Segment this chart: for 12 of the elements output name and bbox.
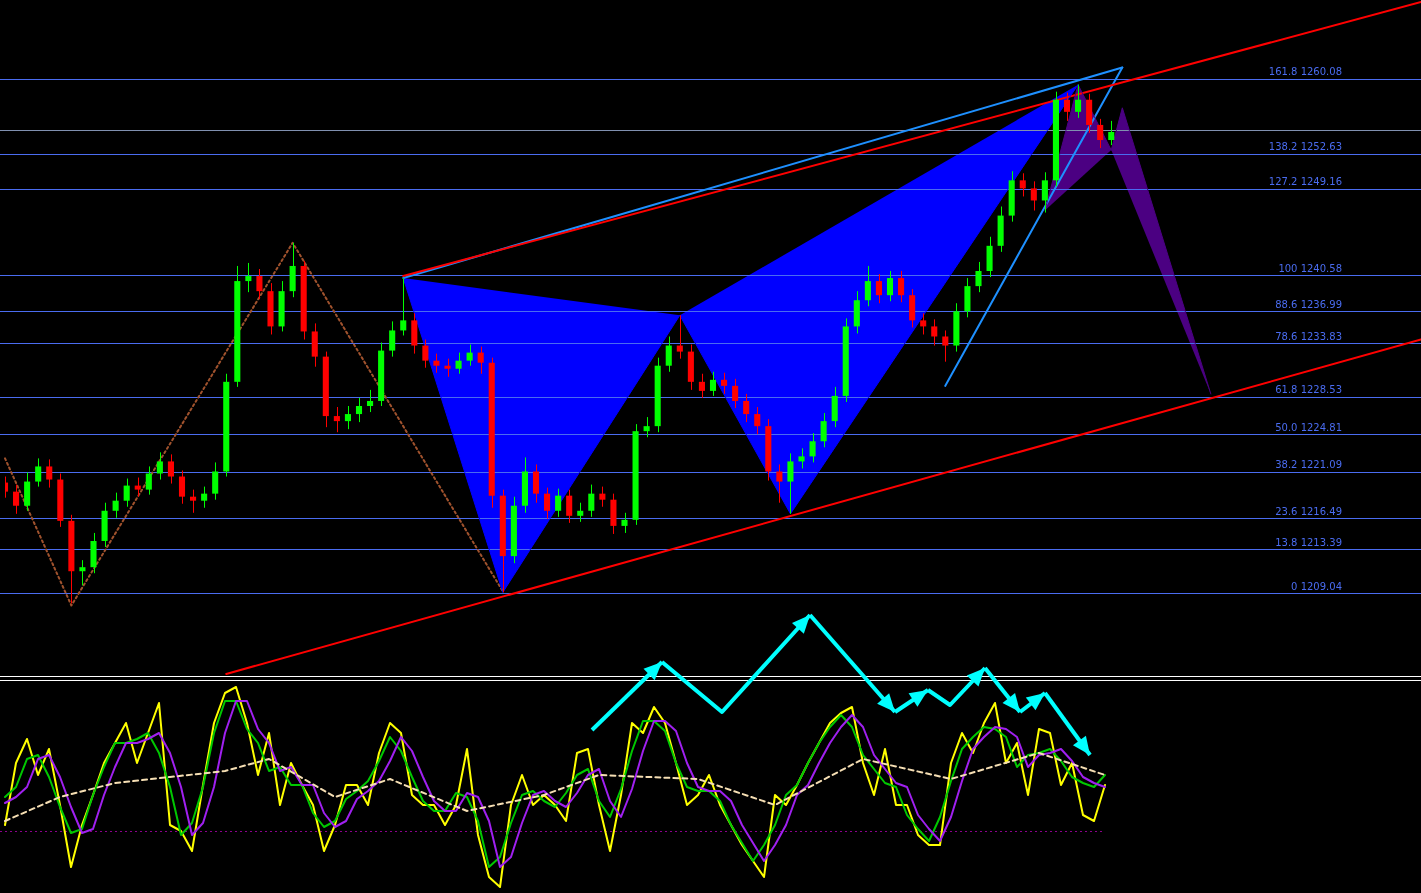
- ref-line-label: 38.2 1221.09: [1275, 459, 1342, 471]
- ref-line-label: 88.6 1236.99: [1275, 299, 1342, 310]
- ref-line-label: 78.6 1233.83: [1275, 330, 1342, 342]
- ref-line-label: 138.2 1252.63: [1268, 141, 1342, 153]
- ref-line-label: 100 1240.58: [1278, 262, 1342, 274]
- ref-line-label: 161.8 1260.08: [1268, 66, 1342, 78]
- ref-line-label: 0 1209.04: [1291, 580, 1342, 592]
- ref-line-label: 23.6 1216.49: [1275, 505, 1342, 517]
- ref-line-label: 127.2 1249.16: [1268, 176, 1342, 188]
- ref-line-label: 61.8 1228.53: [1275, 384, 1342, 396]
- ref-line-label: 13.8 1213.39: [1275, 536, 1342, 548]
- ref-line-label: 50.0 1224.81: [1275, 421, 1342, 433]
